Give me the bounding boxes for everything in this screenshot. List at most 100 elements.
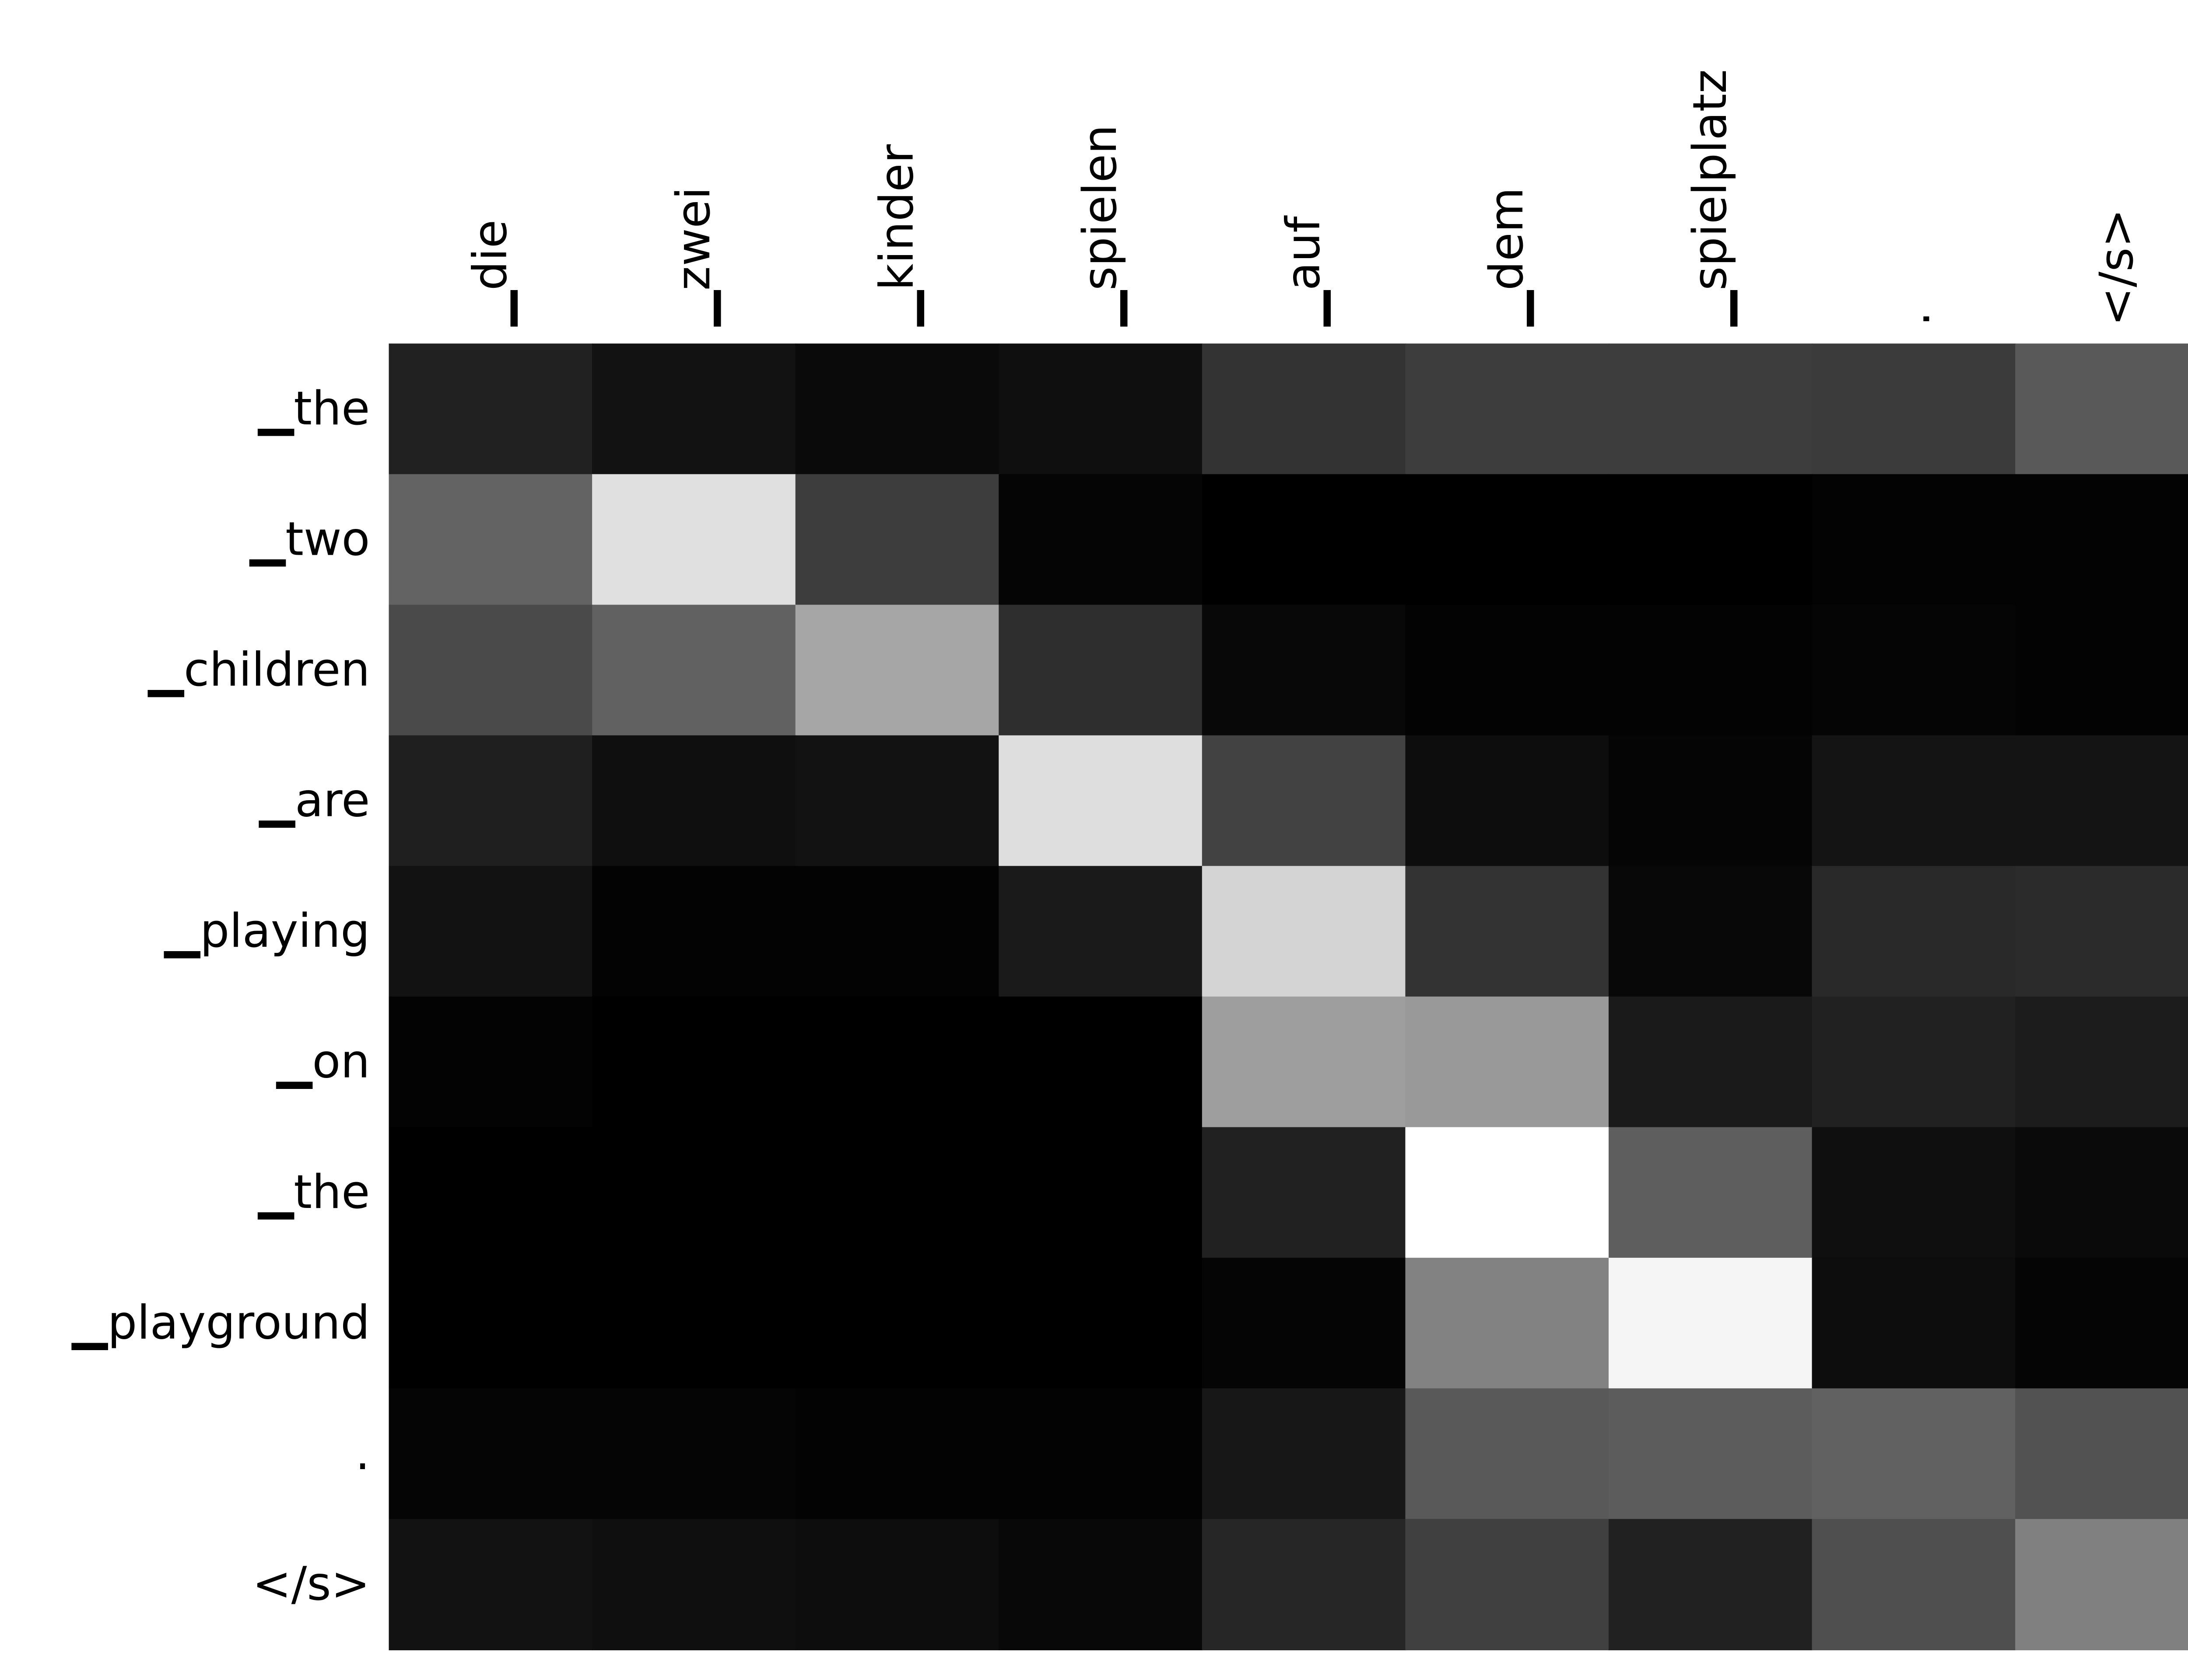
heatmap-cell [999,1388,1203,1520]
heatmap-cell [592,1127,796,1259]
heatmap-cell [795,996,999,1128]
heatmap-cell [1405,343,1609,475]
heatmap-cell [1608,605,1813,736]
heatmap-cell [1608,735,1813,867]
heatmap-cell [2015,996,2188,1128]
heatmap-cell [999,866,1203,998]
heatmap-cell [389,343,593,475]
heatmap-cell [1405,735,1609,867]
x-tick-label: ▁zwei [667,187,721,327]
heatmap-cell [1812,735,2016,867]
y-tick-label: . [355,1427,370,1480]
y-tick-label: </s> [252,1558,370,1611]
heatmap-cell [1405,474,1609,606]
heatmap-cell [389,1519,593,1651]
y-tick-label: ▁playground [71,1296,370,1351]
heatmap-cell [795,1519,999,1651]
heatmap-cell [2015,474,2188,606]
heatmap-cell [999,474,1203,606]
heatmap-cell [1608,343,1813,475]
heatmap-cell [389,996,593,1128]
heatmap-cell [795,1257,999,1390]
heatmap-cell [1812,1519,2016,1651]
heatmap-cell [1812,343,2016,475]
heatmap-cell [1202,996,1406,1128]
heatmap-cell [592,605,796,736]
heatmap-cell [1202,866,1406,998]
heatmap-cell [1608,866,1813,998]
heatmap-cell [999,343,1203,475]
heatmap-cell [1812,605,2016,736]
heatmap-cell [2015,1519,2188,1651]
y-tick-label: ▁playing [163,904,370,959]
heatmap-cell [389,605,593,736]
x-tick-label: ▁spielen [1073,125,1128,327]
x-tick-label: ▁die [463,220,518,327]
heatmap-cell [2015,605,2188,736]
heatmap-cell [999,1127,1203,1259]
heatmap-cell [2015,343,2188,475]
heatmap-cell [1202,1127,1406,1259]
heatmap-cell [592,1257,796,1390]
x-tick-label: ▁spielplatz [1683,69,1738,327]
heatmap-cell [1202,605,1406,736]
y-tick-label: ▁children [147,643,370,697]
heatmap-cell [795,1127,999,1259]
heatmap-cell [592,1388,796,1520]
heatmap-cell [1405,1519,1609,1651]
heatmap-cell [795,1388,999,1520]
heatmap-cell [1812,474,2016,606]
heatmap-cell [389,1388,593,1520]
heatmap-cell [999,605,1203,736]
heatmap-cell [1202,474,1406,606]
x-tick-label: ▁dem [1480,187,1534,327]
heatmap-cell [592,474,796,606]
heatmap-cell [795,474,999,606]
heatmap-cell [795,343,999,475]
heatmap-cell [1405,1388,1609,1520]
heatmap-cell [2015,1388,2188,1520]
x-tick-label: ▁kinder [870,144,924,327]
heatmap-cell [795,866,999,998]
heatmap-cell [1202,343,1406,475]
heatmap-cell [2015,1127,2188,1259]
heatmap-cell [999,735,1203,867]
heatmap-cell [1405,1127,1609,1259]
heatmap-cell [1608,1127,1813,1259]
y-tick-label: ▁on [276,1035,370,1089]
heatmap-cell [592,1519,796,1651]
heatmap-cell [592,866,796,998]
x-tick-label: </s> [2090,209,2144,326]
heatmap-cell [795,735,999,867]
heatmap-cell [1608,1519,1813,1651]
heatmap-cell [389,474,593,606]
heatmap-cell [1405,996,1609,1128]
heatmap-cell [1202,1257,1406,1390]
heatmap-cell [795,605,999,736]
heatmap-cell [1812,1257,2016,1390]
heatmap-cell [999,1519,1203,1651]
heatmap-cell [1812,1388,2016,1520]
y-tick-label: ▁are [258,774,370,828]
heatmap-cell [2015,866,2188,998]
heatmap-cell [389,735,593,867]
x-tick-label: . [1886,312,1940,326]
heatmap-cell [1202,1519,1406,1651]
x-tick-label: ▁auf [1277,215,1331,327]
heatmap-cell [1812,1127,2016,1259]
heatmap-cell [1608,996,1813,1128]
heatmap-cell [1405,605,1609,736]
heatmap-cell [1812,866,2016,998]
heatmap-cell [592,996,796,1128]
heatmap-cell [1202,1388,1406,1520]
heatmap-cell [1405,866,1609,998]
heatmap-cell [389,1257,593,1390]
heatmap-cell [1608,1388,1813,1520]
heatmap-cell [1608,474,1813,606]
heatmap-cell [999,1257,1203,1390]
y-tick-label: ▁the [257,382,370,436]
heatmap-cell [1608,1257,1813,1390]
heatmap-cell [1812,996,2016,1128]
